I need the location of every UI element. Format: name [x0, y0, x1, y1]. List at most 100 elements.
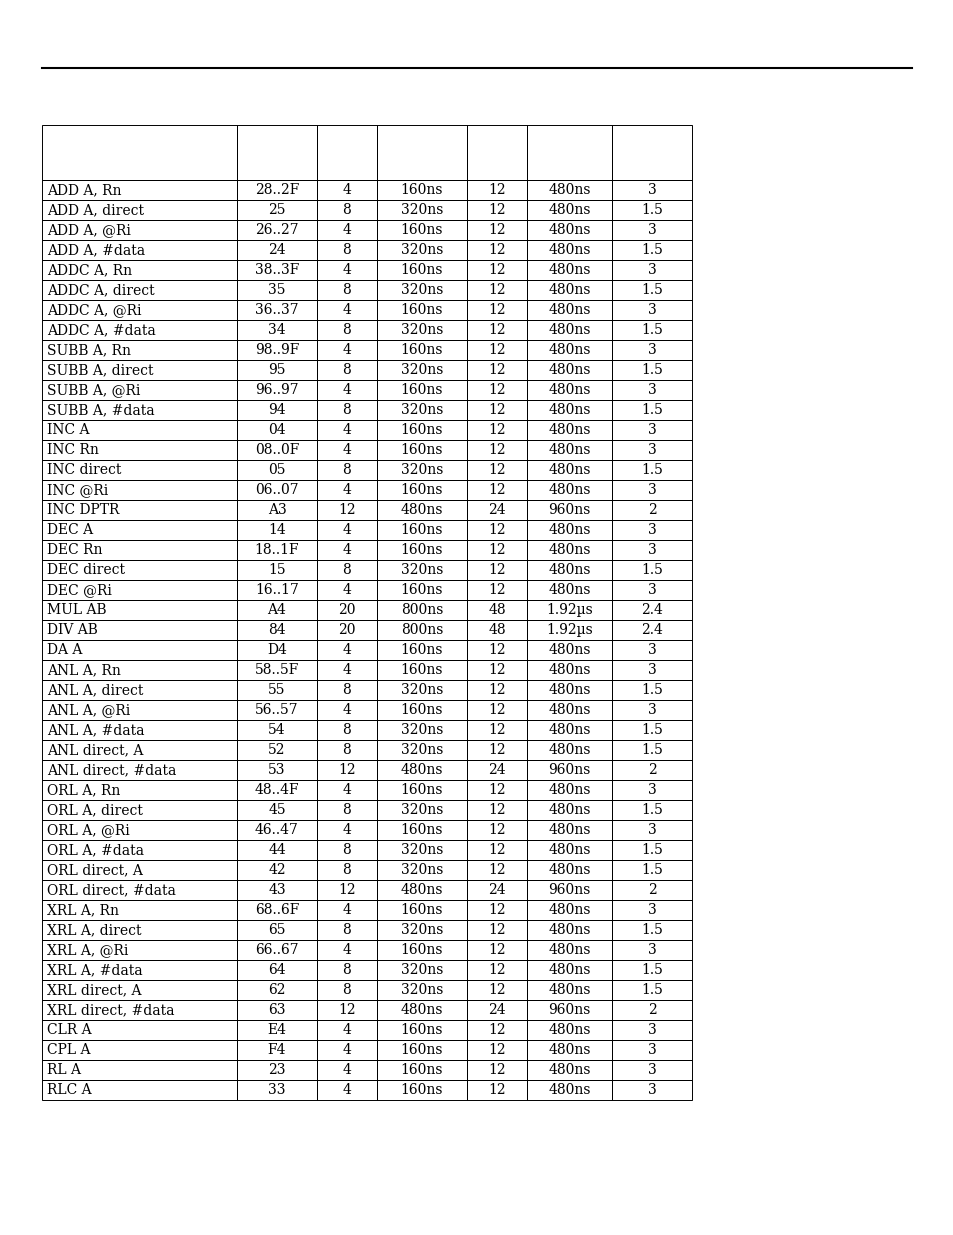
Bar [236, 440, 316, 459]
Text: 8: 8 [342, 243, 351, 257]
Bar [236, 300, 316, 320]
Bar [42, 940, 236, 960]
Bar [42, 380, 236, 400]
Text: 12: 12 [488, 1044, 505, 1057]
Bar [316, 240, 376, 261]
Text: 24: 24 [488, 1003, 505, 1016]
Text: 320ns: 320ns [400, 743, 443, 757]
Text: 3: 3 [647, 823, 656, 837]
Text: 12: 12 [488, 363, 505, 377]
Text: 96..97: 96..97 [254, 383, 298, 396]
Bar [467, 200, 526, 220]
Text: 58..5F: 58..5F [254, 663, 299, 677]
Text: 960ns: 960ns [548, 503, 590, 517]
Bar [376, 1060, 467, 1079]
Bar [316, 180, 376, 200]
Bar [376, 659, 467, 680]
Text: 3: 3 [647, 383, 656, 396]
Text: ANL A, Rn: ANL A, Rn [47, 663, 121, 677]
Bar [526, 340, 612, 359]
Bar [236, 820, 316, 840]
Bar [236, 860, 316, 881]
Bar [526, 240, 612, 261]
Bar [376, 680, 467, 700]
Bar [376, 981, 467, 1000]
Bar [376, 820, 467, 840]
Bar [42, 261, 236, 280]
Bar [612, 860, 691, 881]
Bar [526, 400, 612, 420]
Bar [467, 620, 526, 640]
Bar [376, 180, 467, 200]
Bar [467, 1079, 526, 1100]
Text: 12: 12 [488, 463, 505, 477]
Bar [467, 340, 526, 359]
Bar [612, 125, 691, 180]
Text: 20: 20 [338, 622, 355, 637]
Text: 24: 24 [488, 883, 505, 897]
Text: RLC A: RLC A [47, 1083, 91, 1097]
Text: 160ns: 160ns [400, 1063, 443, 1077]
Text: DEC @Ri: DEC @Ri [47, 583, 112, 597]
Text: 20: 20 [338, 603, 355, 618]
Text: 12: 12 [488, 1063, 505, 1077]
Bar [612, 520, 691, 540]
Bar [526, 480, 612, 500]
Text: ADDC A, Rn: ADDC A, Rn [47, 263, 132, 277]
Bar [316, 620, 376, 640]
Text: 63: 63 [268, 1003, 286, 1016]
Text: 160ns: 160ns [400, 443, 443, 457]
Bar [42, 680, 236, 700]
Text: 16..17: 16..17 [254, 583, 298, 597]
Bar [42, 300, 236, 320]
Bar [376, 300, 467, 320]
Bar [316, 800, 376, 820]
Text: 4: 4 [342, 263, 351, 277]
Bar [376, 200, 467, 220]
Bar [316, 900, 376, 920]
Text: 160ns: 160ns [400, 424, 443, 437]
Bar [612, 340, 691, 359]
Text: 8: 8 [342, 363, 351, 377]
Text: 160ns: 160ns [400, 583, 443, 597]
Bar [467, 881, 526, 900]
Text: 480ns: 480ns [548, 983, 590, 997]
Bar [526, 359, 612, 380]
Text: 160ns: 160ns [400, 183, 443, 198]
Bar [316, 740, 376, 760]
Text: 12: 12 [488, 863, 505, 877]
Text: 12: 12 [337, 883, 355, 897]
Bar [316, 680, 376, 700]
Text: 4: 4 [342, 1023, 351, 1037]
Text: 3: 3 [647, 303, 656, 317]
Bar [316, 960, 376, 981]
Text: 3: 3 [647, 583, 656, 597]
Text: 12: 12 [488, 383, 505, 396]
Text: 3: 3 [647, 263, 656, 277]
Bar [42, 580, 236, 600]
Text: 480ns: 480ns [548, 383, 590, 396]
Text: XRL A, Rn: XRL A, Rn [47, 903, 119, 918]
Bar [376, 700, 467, 720]
Text: 1.5: 1.5 [640, 283, 662, 296]
Text: 480ns: 480ns [548, 403, 590, 417]
Text: 480ns: 480ns [548, 1063, 590, 1077]
Bar [316, 1060, 376, 1079]
Bar [42, 280, 236, 300]
Bar [612, 380, 691, 400]
Bar [42, 1000, 236, 1020]
Bar [612, 840, 691, 860]
Text: 2: 2 [647, 883, 656, 897]
Bar [236, 940, 316, 960]
Bar [42, 700, 236, 720]
Bar [376, 240, 467, 261]
Text: 48..4F: 48..4F [254, 783, 299, 797]
Text: 480ns: 480ns [548, 183, 590, 198]
Bar [467, 820, 526, 840]
Text: 12: 12 [488, 1023, 505, 1037]
Bar [316, 359, 376, 380]
Text: DA A: DA A [47, 643, 82, 657]
Text: ANL A, #data: ANL A, #data [47, 722, 144, 737]
Bar [316, 840, 376, 860]
Bar [376, 881, 467, 900]
